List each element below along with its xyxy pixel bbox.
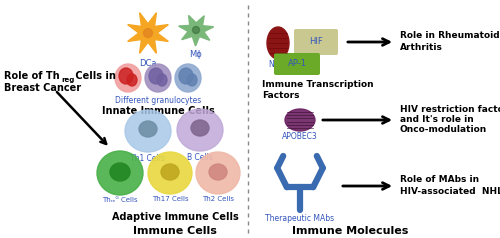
Ellipse shape	[127, 74, 137, 86]
Text: Role of MAbs in: Role of MAbs in	[400, 174, 479, 183]
Text: Immune Cells: Immune Cells	[133, 226, 217, 236]
Ellipse shape	[191, 120, 209, 136]
Text: Immune Transcription: Immune Transcription	[262, 80, 374, 89]
Text: NFκB: NFκB	[268, 60, 288, 69]
Ellipse shape	[177, 109, 223, 151]
FancyBboxPatch shape	[274, 53, 320, 75]
Ellipse shape	[285, 109, 315, 131]
Text: B Cells: B Cells	[187, 153, 213, 162]
Ellipse shape	[149, 68, 163, 84]
Ellipse shape	[175, 64, 201, 92]
Text: Cells in: Cells in	[72, 71, 116, 81]
Ellipse shape	[139, 121, 157, 137]
Ellipse shape	[196, 152, 240, 194]
Text: HIV restriction factor: HIV restriction factor	[400, 105, 500, 114]
Text: reg: reg	[61, 77, 74, 83]
Ellipse shape	[161, 164, 179, 180]
Text: Thᵣₑᴳ Cells: Thᵣₑᴳ Cells	[102, 197, 138, 203]
Ellipse shape	[187, 74, 197, 86]
Text: DCa: DCa	[139, 59, 157, 68]
Text: Role in Rheumatoid: Role in Rheumatoid	[400, 31, 500, 40]
Polygon shape	[128, 13, 168, 53]
Text: APOBEC3: APOBEC3	[282, 132, 318, 141]
Text: Th17 Cells: Th17 Cells	[152, 196, 188, 202]
Ellipse shape	[209, 164, 227, 180]
Circle shape	[144, 29, 152, 37]
Text: Immune Molecules: Immune Molecules	[292, 226, 408, 236]
Text: Adaptive Immune Cells: Adaptive Immune Cells	[112, 212, 238, 222]
FancyBboxPatch shape	[294, 29, 338, 55]
Polygon shape	[178, 15, 214, 46]
Text: Role of Th: Role of Th	[4, 71, 59, 81]
Text: Onco-modulation: Onco-modulation	[400, 125, 487, 134]
Text: Th1 Cells: Th1 Cells	[130, 154, 166, 163]
Circle shape	[192, 26, 200, 34]
Text: Innate Immune Cells: Innate Immune Cells	[102, 106, 214, 116]
Ellipse shape	[157, 74, 167, 86]
Text: HIF: HIF	[309, 38, 323, 46]
Ellipse shape	[125, 110, 171, 152]
Ellipse shape	[119, 68, 133, 84]
Text: and It's role in: and It's role in	[400, 115, 474, 124]
Ellipse shape	[115, 64, 141, 92]
Text: Therapeutic MAbs: Therapeutic MAbs	[266, 214, 334, 223]
Ellipse shape	[145, 64, 171, 92]
Ellipse shape	[179, 68, 193, 84]
Ellipse shape	[148, 152, 192, 194]
Text: Arthritis: Arthritis	[400, 44, 443, 53]
Text: Mϕ: Mϕ	[190, 50, 202, 59]
Text: Factors: Factors	[262, 91, 300, 100]
Ellipse shape	[97, 151, 143, 195]
Text: Th2 Cells: Th2 Cells	[202, 196, 234, 202]
Text: AP-1: AP-1	[288, 60, 306, 69]
Text: Breast Cancer: Breast Cancer	[4, 83, 81, 93]
Ellipse shape	[267, 27, 289, 59]
Text: Different granulocytes: Different granulocytes	[115, 96, 201, 105]
Ellipse shape	[110, 163, 130, 181]
Text: HIV-associated  NHL: HIV-associated NHL	[400, 187, 500, 195]
